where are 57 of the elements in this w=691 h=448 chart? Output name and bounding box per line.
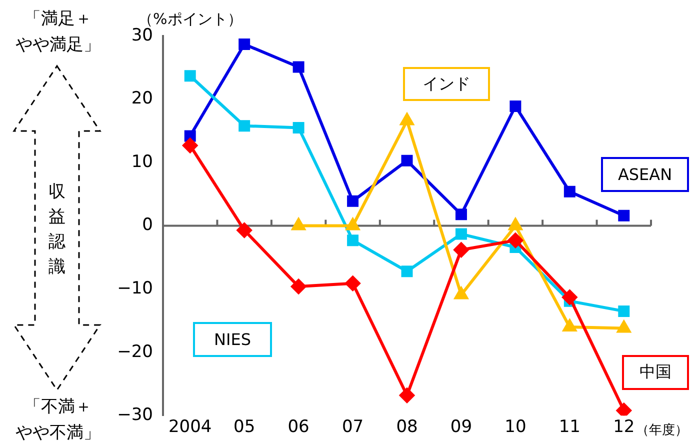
x-tick-label: 07 [342, 417, 364, 438]
text: NIES [193, 322, 272, 357]
x-tick-label: 06 [288, 417, 310, 438]
point [347, 234, 359, 246]
point [617, 320, 631, 333]
point [508, 232, 523, 248]
series-label: 中国 [622, 355, 689, 390]
point [508, 218, 522, 230]
point [562, 320, 576, 332]
point [618, 210, 630, 222]
text: 収益認識 [46, 180, 68, 280]
series-label: インド [403, 67, 490, 101]
text: 「満足＋やや満足」 [14, 8, 102, 57]
point [400, 388, 414, 403]
point [400, 113, 414, 126]
point [182, 138, 198, 153]
point [618, 305, 630, 317]
y-tick-label: 20 [131, 88, 153, 109]
x-tick-label: 09 [450, 417, 472, 438]
x-tick-label: 2004 [168, 417, 212, 438]
point [184, 70, 196, 82]
point [345, 276, 360, 291]
point [455, 228, 467, 240]
point [292, 122, 304, 134]
series-label: ASEAN [601, 157, 689, 192]
y-axis-title: （%ポイント） [138, 9, 242, 28]
x-tick-label: 11 [558, 417, 580, 438]
point [455, 208, 467, 220]
point [454, 287, 468, 300]
text: 「不満＋やや不満」 [14, 396, 102, 445]
y-tick-label: −10 [117, 278, 153, 298]
point [510, 100, 522, 112]
y-tick-label: 30 [131, 25, 153, 46]
point [616, 403, 632, 416]
point [292, 218, 306, 230]
x-tick-label: 08 [396, 417, 418, 438]
y-tick-label: −20 [117, 342, 153, 362]
point [236, 222, 252, 238]
x-tick-label: 05 [234, 417, 256, 438]
point [562, 290, 578, 305]
point [291, 279, 306, 294]
point [292, 61, 304, 73]
x-axis-title: （年度） [636, 422, 688, 440]
point [454, 242, 469, 258]
point [238, 120, 250, 132]
x-tick-label: 12 [613, 417, 635, 438]
x-tick-label: 10 [504, 417, 526, 438]
point [346, 218, 360, 230]
point [347, 195, 359, 207]
point [401, 154, 413, 166]
y-tick-label: −30 [117, 405, 153, 426]
point [184, 130, 196, 142]
y-tick-label: 10 [131, 152, 153, 172]
y-tick-label: 0 [142, 215, 153, 236]
point [564, 186, 576, 198]
point [238, 38, 250, 50]
point [401, 266, 413, 278]
